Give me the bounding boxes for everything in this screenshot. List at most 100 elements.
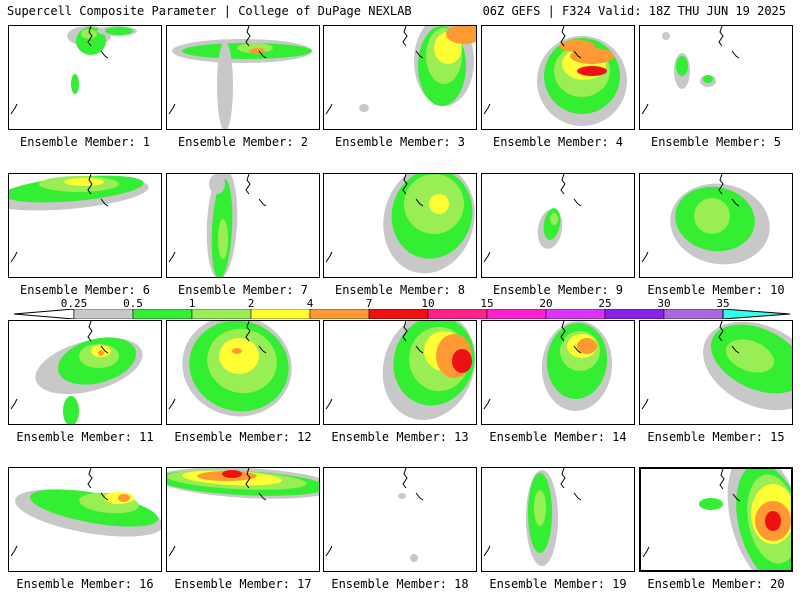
colorbar-segment	[427, 309, 488, 319]
ensemble-member-map	[323, 173, 477, 278]
ensemble-member-caption: Ensemble Member: 8	[334, 283, 466, 297]
colorbar-segment	[73, 309, 134, 319]
coastline	[325, 468, 424, 557]
ensemble-member-map	[481, 320, 635, 425]
colorbar-tick-label: 4	[306, 297, 314, 310]
colorbar-tick-label: 7	[365, 297, 373, 310]
scp-contour-area	[398, 493, 406, 499]
header-left: Supercell Composite Parameter | College …	[7, 4, 412, 18]
colorbar-tick-label: 30	[657, 297, 671, 310]
scp-field-map	[168, 321, 292, 417]
colorbar-segment	[132, 309, 193, 319]
ensemble-member-map	[8, 320, 162, 425]
scp-contour-area	[81, 29, 97, 39]
ensemble-member-map	[639, 320, 793, 425]
coastline	[168, 174, 267, 263]
scp-contour-area	[105, 27, 133, 35]
scp-contour-area	[232, 348, 242, 354]
scp-contour-area	[725, 339, 775, 373]
ensemble-member-caption: Ensemble Member: 1	[19, 135, 151, 149]
scp-contour-area	[452, 349, 472, 373]
scp-contour-area	[249, 48, 265, 54]
ensemble-member-caption: Ensemble Member: 19	[489, 577, 627, 591]
scp-field-map	[483, 174, 582, 263]
scp-field-map	[325, 468, 424, 562]
ensemble-member-map	[639, 173, 793, 278]
ensemble-member-map	[481, 173, 635, 278]
coastline	[325, 26, 424, 115]
scp-field-map	[641, 26, 740, 115]
ensemble-member-map	[481, 25, 635, 130]
colorbar-tick-label: 10	[421, 297, 435, 310]
scp-contour-area	[699, 498, 723, 510]
scp-contour-area	[218, 219, 228, 259]
ensemble-member-caption: Ensemble Member: 18	[331, 577, 469, 591]
ensemble-member-map	[166, 25, 320, 130]
colorbar-low-arrow	[14, 309, 75, 319]
colorbar-segment	[604, 309, 665, 319]
scp-contour-area	[534, 490, 546, 526]
scp-field-map	[641, 321, 792, 411]
coastline	[168, 321, 267, 410]
colorbar-segment	[545, 309, 606, 319]
color-scale-bar	[14, 309, 790, 319]
coastline	[641, 26, 740, 115]
ensemble-member-caption: Ensemble Member: 4	[492, 135, 624, 149]
scp-field-map	[325, 26, 476, 115]
coastline	[483, 468, 582, 557]
ensemble-member-caption: Ensemble Member: 9	[492, 283, 624, 297]
scp-contour-area	[703, 75, 713, 83]
ensemble-member-caption: Ensemble Member: 13	[331, 430, 469, 444]
scp-contour-area	[71, 74, 79, 94]
scp-field-map	[168, 26, 312, 129]
scp-contour-area	[98, 350, 104, 356]
scp-contour-area	[550, 213, 558, 225]
scp-contour-area	[559, 40, 595, 52]
ensemble-member-map	[639, 25, 793, 130]
ensemble-member-caption: Ensemble Member: 7	[177, 283, 309, 297]
colorbar-tick-label: 0.5	[123, 297, 143, 310]
coastline	[325, 174, 424, 263]
header-right: 06Z GEFS | F324 Valid: 18Z THU JUN 19 20…	[482, 4, 786, 18]
ensemble-member-caption: Ensemble Member: 3	[334, 135, 466, 149]
ensemble-member-map	[166, 467, 320, 572]
coastline	[483, 174, 582, 263]
colorbar-tick-label: 2	[247, 297, 255, 310]
ensemble-member-caption: Ensemble Member: 17	[174, 577, 312, 591]
colorbar-tick-label: 25	[598, 297, 612, 310]
coastline	[642, 469, 741, 558]
colorbar-segment	[191, 309, 252, 319]
colorbar-segment	[663, 309, 724, 319]
scp-contour-area	[359, 104, 369, 112]
coastline	[168, 26, 267, 115]
ensemble-member-map	[323, 320, 477, 425]
colorbar-segment	[309, 309, 370, 319]
ensemble-member-map	[166, 173, 320, 278]
scp-contour-area	[429, 194, 449, 214]
coastline	[641, 321, 740, 410]
coastline	[325, 321, 424, 410]
scp-field-map	[642, 469, 791, 570]
ensemble-member-map	[481, 467, 635, 572]
ensemble-member-map	[639, 467, 793, 572]
colorbar-segment	[368, 309, 429, 319]
scp-field-map	[483, 468, 582, 566]
scp-field-map	[483, 321, 613, 411]
ensemble-member-map	[166, 320, 320, 425]
scp-contour-area	[446, 26, 476, 44]
ensemble-member-caption: Ensemble Member: 15	[647, 430, 785, 444]
scp-contour-area	[577, 66, 607, 76]
ensemble-member-map	[323, 467, 477, 572]
scp-contour-area	[694, 198, 730, 234]
scp-field-map	[641, 174, 770, 265]
scp-contour-area	[765, 511, 781, 531]
coastline	[641, 174, 740, 263]
ensemble-member-caption: Ensemble Member: 10	[647, 283, 785, 297]
coastline	[10, 174, 109, 263]
scp-field-map	[9, 174, 149, 263]
scp-contour-area	[118, 494, 130, 502]
coastline	[168, 468, 267, 557]
scp-contour-area	[63, 396, 79, 424]
scp-field-map	[325, 174, 475, 274]
scp-field-map	[168, 174, 267, 277]
